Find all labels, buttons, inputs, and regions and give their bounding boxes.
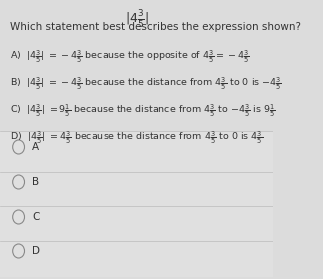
Text: D: D — [32, 246, 40, 256]
Text: C)  $|4\frac{3}{5}|$ $= 9\frac{1}{5}$ because the distance from $4\frac{3}{5}$ t: C) $|4\frac{3}{5}|$ $= 9\frac{1}{5}$ bec… — [10, 102, 276, 119]
Text: D)  $|4\frac{3}{5}|$ $= 4\frac{3}{5}$ because the distance from $4\frac{3}{5}$ t: D) $|4\frac{3}{5}|$ $= 4\frac{3}{5}$ bec… — [10, 129, 263, 146]
Text: B)  $|4\frac{3}{5}|$ $= -4\frac{3}{5}$ because the distance from $4\frac{3}{5}$ : B) $|4\frac{3}{5}|$ $= -4\frac{3}{5}$ be… — [10, 75, 282, 92]
Text: C: C — [32, 212, 39, 222]
Text: A: A — [32, 142, 39, 152]
Text: B: B — [32, 177, 39, 187]
Text: $|4\frac{3}{5}|$: $|4\frac{3}{5}|$ — [125, 8, 149, 30]
Text: Which statement best describes the expression shown?: Which statement best describes the expre… — [10, 22, 301, 32]
Text: A)  $|4\frac{3}{5}|$ $= -4\frac{3}{5}$ because the opposite of $4\frac{3}{5} = -: A) $|4\frac{3}{5}|$ $= -4\frac{3}{5}$ be… — [10, 48, 250, 65]
FancyBboxPatch shape — [0, 131, 273, 277]
